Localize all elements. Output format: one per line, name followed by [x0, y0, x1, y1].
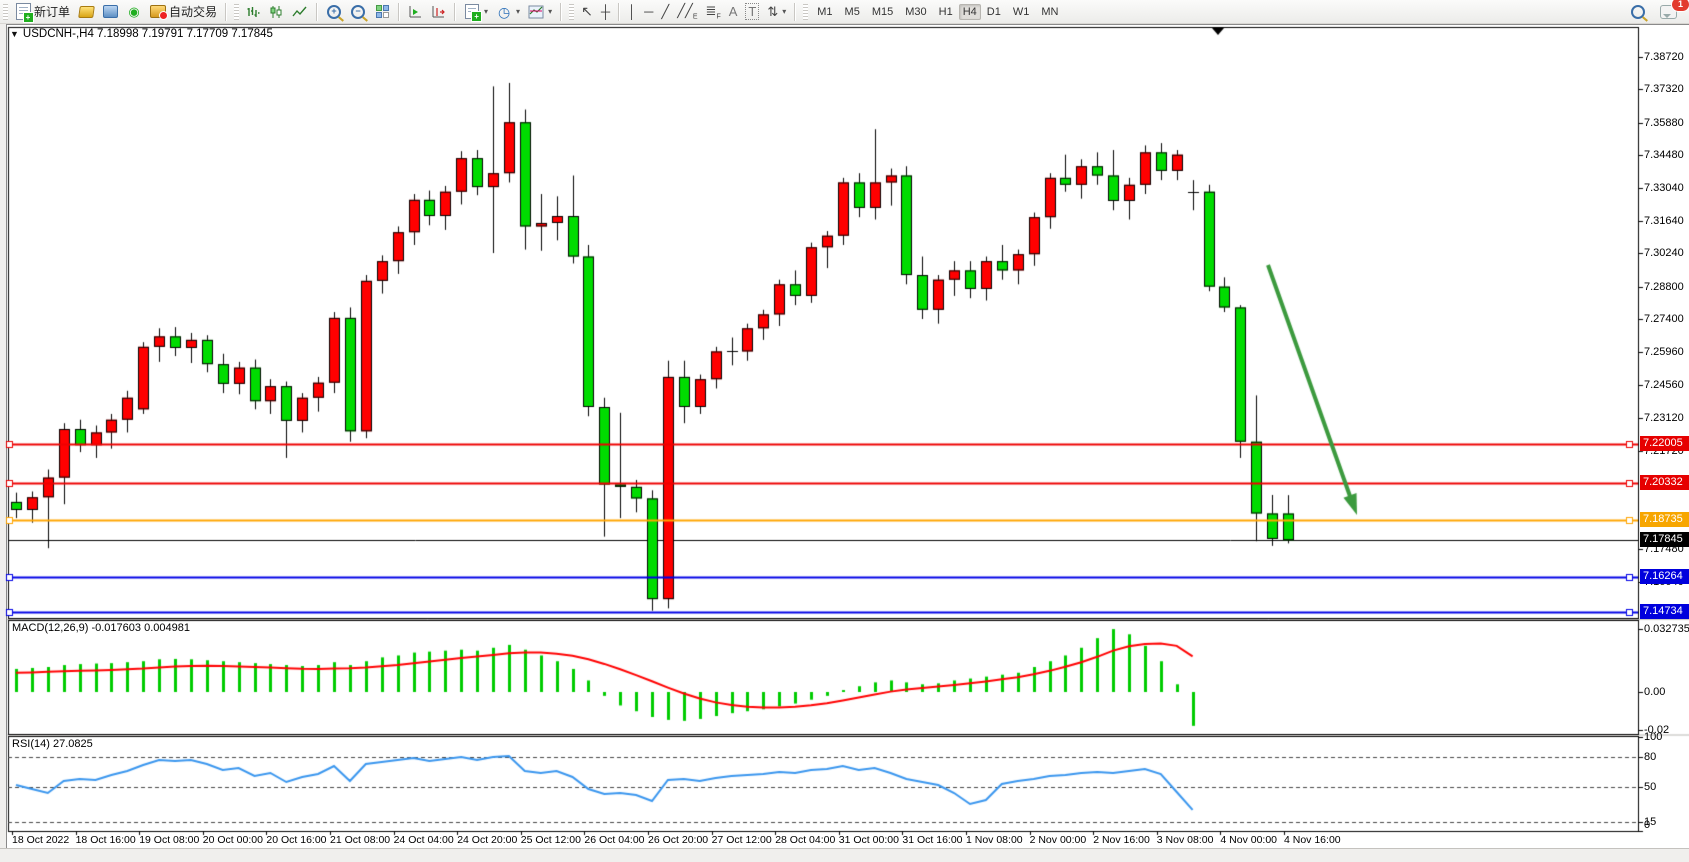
- rsi-scale-label: 50: [1644, 781, 1657, 793]
- time-axis-label: 26 Oct 04:00: [584, 834, 645, 846]
- time-axis-label: 25 Oct 12:00: [520, 834, 581, 846]
- time-axis-label: 31 Oct 00:00: [838, 834, 899, 846]
- time-axis-label: 31 Oct 16:00: [902, 834, 963, 846]
- time-axis-label: 1 Nov 08:00: [966, 834, 1023, 846]
- macd-scale-label: 0.032735: [1644, 623, 1689, 636]
- price-tick-label: 7.38720: [1644, 51, 1684, 63]
- time-axis-label: 4 Nov 16:00: [1284, 834, 1341, 846]
- time-axis-label: 24 Oct 20:00: [457, 834, 518, 846]
- time-axis-label: 24 Oct 04:00: [393, 834, 454, 846]
- time-axis-label: 20 Oct 00:00: [202, 834, 263, 846]
- time-axis-label: 26 Oct 20:00: [648, 834, 709, 846]
- time-axis-label: 19 Oct 08:00: [139, 834, 200, 846]
- price-tick-label: 7.37320: [1644, 83, 1684, 96]
- price-tick-label: 7.27400: [1644, 313, 1684, 326]
- chart-title: ▼ USDCNH-,H4 7.18998 7.19791 7.17709 7.1…: [10, 28, 273, 40]
- time-axis-label: 28 Oct 04:00: [775, 834, 836, 846]
- price-tick-label: 7.23120: [1644, 412, 1684, 425]
- price-line-badge: 7.18735: [1640, 511, 1689, 527]
- price-tick-label: 7.31640: [1644, 214, 1684, 227]
- time-axis-label: 27 Oct 12:00: [711, 834, 772, 846]
- price-tick-label: 7.28800: [1644, 280, 1684, 293]
- price-line-badge: 7.17845: [1640, 532, 1689, 548]
- price-tick-label: 7.34480: [1644, 149, 1684, 162]
- time-axis-label: 2 Nov 00:00: [1029, 834, 1087, 846]
- chart-title-text: USDCNH-,H4 7.18998 7.19791 7.17709 7.178…: [22, 28, 273, 40]
- price-line-badge: 7.14734: [1640, 604, 1689, 620]
- price-line-badge: 7.16264: [1640, 568, 1689, 584]
- time-axis-label: 18 Oct 2022: [12, 834, 70, 846]
- time-axis-label: 20 Oct 16:00: [266, 834, 327, 846]
- macd-label: MACD(12,26,9) -0.017603 0.004981: [12, 622, 190, 634]
- rsi-scale-label: 100: [1644, 731, 1663, 743]
- price-tick-label: 7.25960: [1644, 346, 1684, 359]
- price-tick-label: 7.30240: [1644, 247, 1684, 260]
- price-tick-label: 7.35880: [1644, 116, 1684, 129]
- price-line-badge: 7.22005: [1640, 435, 1689, 451]
- time-axis-label: 2 Nov 16:00: [1093, 834, 1150, 846]
- rsi-scale-label: 15: [1644, 816, 1657, 828]
- price-line-badge: 7.20332: [1640, 474, 1689, 490]
- time-axis-label: 3 Nov 08:00: [1156, 834, 1214, 846]
- macd-scale-label: -0.02: [1644, 724, 1670, 737]
- time-axis-label: 21 Oct 08:00: [330, 834, 391, 846]
- price-tick-label: 7.24560: [1644, 378, 1684, 391]
- price-tick-label: 7.33040: [1644, 182, 1684, 195]
- time-axis-label: 4 Nov 00:00: [1220, 834, 1278, 846]
- rsi-scale-label: 80: [1644, 751, 1657, 763]
- rsi-scale-label: 0: [1644, 819, 1651, 831]
- rsi-label: RSI(14) 27.0825: [12, 738, 93, 750]
- macd-scale-label: 0.00: [1644, 686, 1666, 698]
- time-axis-label: 18 Oct 16:00: [75, 834, 136, 846]
- symbol-dropdown-icon[interactable]: ▼: [10, 29, 19, 39]
